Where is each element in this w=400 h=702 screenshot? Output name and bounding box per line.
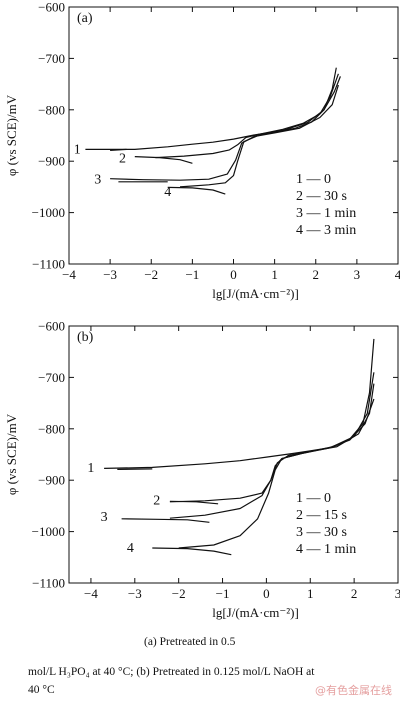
panel-a-y-tick-label: −1100	[32, 257, 65, 272]
panel-a-x-tick-label: 4	[395, 267, 400, 282]
panel-b-y-axis-title: φ (vs SCE)/mV	[4, 413, 19, 495]
panel-a-legend-entry: 2 — 30 s	[296, 189, 347, 204]
panel-a-series-2-curve	[134, 156, 193, 164]
panel-b-y-tick-label: −1000	[32, 524, 65, 539]
panel-a-legend-entry: 4 — 3 min	[296, 223, 356, 238]
panel-b-y-tick-label: −800	[38, 421, 65, 436]
panel-a-x-tick-label: −4	[62, 267, 76, 282]
panel-a-x-tick-label: 0	[230, 267, 237, 282]
panel-a-series-3-curve	[110, 84, 339, 181]
panel-b-y-tick-label: −1100	[32, 576, 65, 591]
panel-b-x-tick-label: −4	[84, 586, 98, 601]
panel-b-x-tick-label: −3	[128, 586, 142, 601]
panel-b-x-tick-label: 3	[395, 586, 400, 601]
panel-a-series-1-curve	[110, 148, 127, 151]
panel-b-legend-entry: 2 — 15 s	[296, 508, 347, 523]
panel-a-x-tick-label: −1	[185, 267, 199, 282]
panel-b-y-tick-label: −700	[38, 370, 65, 385]
panel-a-series-2-label: 2	[119, 152, 126, 167]
panel-a-x-tick-label: 3	[354, 267, 361, 282]
panel-a-x-tick-label: 1	[271, 267, 278, 282]
panel-a-legend-entry: 3 — 1 min	[296, 206, 356, 221]
panel-b-x-tick-label: 0	[263, 586, 270, 601]
panel-a-x-axis-title: lg[J/(mA·cm⁻²)]	[212, 286, 299, 301]
panel-a-series-1-label: 1	[74, 142, 81, 157]
panel-b-label: (b)	[77, 330, 94, 345]
panel-b-legend-entry: 1 — 0	[296, 491, 331, 506]
panel-b-series-1-curve	[117, 468, 153, 470]
panel-b-frame	[68, 325, 399, 584]
caption-line-1: (a) Pretreated in 0.5	[144, 636, 236, 648]
caption-line-3: 40 °C	[28, 684, 55, 696]
panel-a-y-tick-label: −900	[38, 154, 65, 169]
panel-a-x-tick-label: 2	[313, 267, 320, 282]
caption-line-2: mol/L H₃PO₄ at 40 °C; (b) Pretreated in …	[28, 666, 315, 678]
panel-b-series-1-label: 1	[87, 461, 94, 476]
panel-b-legend-entry: 4 — 1 min	[296, 542, 356, 557]
panel-a-y-tick-label: −1000	[32, 205, 65, 220]
panel-a-series-4-curve	[179, 76, 341, 188]
panel-a-series-1-curve	[85, 67, 337, 150]
watermark: @有色金属在线	[315, 684, 392, 697]
panel-b-series-3-curve	[169, 383, 375, 519]
figure: −4 −3 −2 −1 0 1 2 3 4 −600 −700 −800 −900 −1000 −1100 l…	[4, 0, 400, 620]
panel-b-x-axis-title: lg[J/(mA·cm⁻²)]	[212, 605, 299, 620]
panel-a-label: (a)	[77, 11, 93, 26]
panel-a-x-tick-label: −3	[103, 267, 117, 282]
panel-b-x-tick-label: −1	[216, 586, 230, 601]
panel-b-y-tick-label: −900	[38, 473, 65, 488]
panel-a-legend-entry: 1 — 0	[296, 172, 331, 187]
panel-a-y-tick-label: −800	[38, 102, 65, 117]
panel-a-y-axis-title: φ (vs SCE)/mV	[4, 94, 19, 176]
panel-b-series-2-label: 2	[153, 494, 160, 509]
panel-a-series-4-curve	[167, 186, 226, 195]
panel-a-x-tick-label: −2	[144, 267, 158, 282]
panel-b-x-tick-label: 2	[351, 586, 358, 601]
panel-a-y-tick-label: −700	[38, 51, 65, 66]
panel-b-series-4-curve	[152, 547, 232, 556]
panel-a-series-3-label: 3	[94, 173, 101, 188]
panel-b-legend-entry: 3 — 30 s	[296, 525, 347, 540]
panel-b-x-tick-label: 1	[307, 586, 314, 601]
panel-b-series-1-curve	[104, 338, 375, 469]
panel-b-series-4-label: 4	[127, 541, 134, 556]
panel-b-x-tick-label: −2	[172, 586, 186, 601]
panel-b-series-4-curve	[178, 398, 375, 549]
panel-a-y-tick-label: −600	[38, 0, 65, 15]
panel-b-y-tick-label: −600	[38, 319, 65, 334]
panel-a-series-4-label: 4	[164, 185, 171, 200]
panel-b-series-3-curve	[121, 518, 210, 523]
panel-b-series-3-label: 3	[101, 510, 108, 525]
